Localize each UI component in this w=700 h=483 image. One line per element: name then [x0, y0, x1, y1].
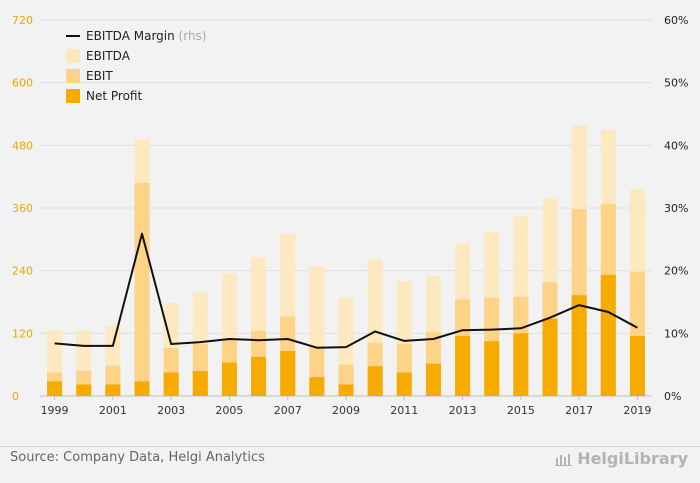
bar-net-profit — [600, 274, 616, 396]
bar-net-profit — [513, 333, 529, 396]
legend-swatch-net-profit — [66, 89, 80, 103]
x-tick-label: 2009 — [332, 404, 360, 417]
x-tick-label: 2011 — [390, 404, 418, 417]
x-tick-label: 2019 — [623, 404, 651, 417]
y-tick-label-right: 50% — [664, 77, 688, 90]
bar-net-profit — [338, 384, 354, 396]
y-tick-label-left: 720 — [12, 14, 33, 27]
x-tick-label: 2015 — [507, 404, 535, 417]
y-tick-label-left: 600 — [12, 77, 33, 90]
chart-area: 0 120 240 360 480 600 720 0% 10% 20% 30% 40% 50% 60% 1… — [12, 14, 689, 417]
y-tick-label-right: 10% — [664, 327, 688, 340]
y-tick-label-left: 360 — [12, 202, 33, 215]
legend-label-ebitda-margin: EBITDA Margin (rhs) — [86, 29, 207, 43]
bar-ebit — [134, 182, 150, 396]
y-tick-label-right: 0% — [664, 390, 681, 403]
bar-net-profit — [455, 335, 471, 396]
bar-net-profit — [629, 335, 645, 396]
x-tick-label: 2005 — [215, 404, 243, 417]
y-tick-label-left: 480 — [12, 139, 33, 152]
y-tick-label-left: 120 — [12, 327, 33, 340]
x-tick-label: 1999 — [41, 404, 69, 417]
legend-suffix: (rhs) — [175, 29, 207, 43]
y-tick-label-right: 40% — [664, 139, 688, 152]
y-tick-label-left: 240 — [12, 265, 33, 278]
x-tick-label: 2003 — [157, 404, 185, 417]
chart-svg: 0 120 240 360 480 600 720 0% 10% 20% 30% 40% 50% 60% 1… — [12, 14, 688, 417]
bar-net-profit — [76, 384, 92, 396]
x-tick-label: 2017 — [565, 404, 593, 417]
legend-label-ebit: EBIT — [86, 69, 113, 83]
logo-text: HelgiLibrary — [577, 449, 688, 468]
bar-net-profit — [396, 372, 412, 396]
bar-net-profit — [134, 381, 150, 396]
y-tick-label-right: 30% — [664, 202, 688, 215]
bar-net-profit — [105, 384, 121, 396]
legend-label-ebitda: EBITDA — [86, 49, 131, 63]
footer-divider — [0, 446, 700, 447]
bar-net-profit — [163, 372, 179, 396]
bar-net-profit — [251, 356, 267, 396]
bar-net-profit — [280, 351, 296, 396]
legend-swatch-ebitda — [66, 49, 80, 63]
library-icon — [555, 452, 573, 466]
x-tick-label: 2013 — [449, 404, 477, 417]
line-ebitda-margin — [54, 232, 638, 349]
bar-net-profit — [221, 362, 237, 396]
legend-swatch-ebit — [66, 69, 80, 83]
bar-net-profit — [571, 295, 587, 396]
bar-net-profit — [484, 341, 500, 396]
bar-net-profit — [542, 318, 558, 396]
bar-net-profit — [425, 363, 441, 396]
y-tick-label-left: 0 — [12, 390, 19, 403]
bar-net-profit — [367, 366, 383, 396]
source-text: Source: Company Data, Helgi Analytics — [10, 450, 265, 465]
y-tick-label-right: 20% — [664, 265, 688, 278]
y-tick-label-right: 60% — [664, 14, 688, 27]
helgi-library-logo: HelgiLibrary — [555, 450, 688, 468]
x-tick-label: 2001 — [99, 404, 127, 417]
bar-net-profit — [47, 381, 63, 396]
bar-net-profit — [309, 377, 325, 396]
legend-label-net-profit: Net Profit — [86, 89, 142, 103]
x-tick-label: 2007 — [274, 404, 302, 417]
bar-net-profit — [192, 370, 208, 396]
